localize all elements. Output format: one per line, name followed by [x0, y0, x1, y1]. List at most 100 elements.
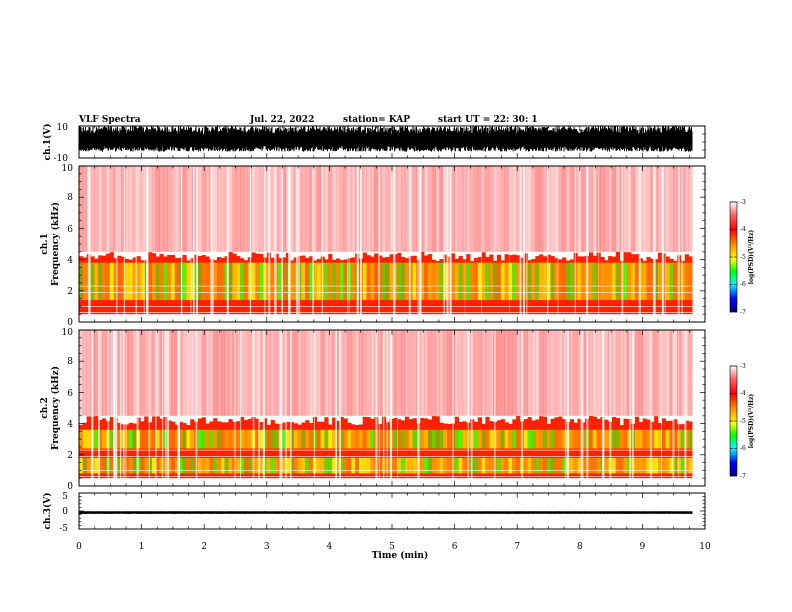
psd-column-high — [673, 330, 678, 416]
psd-column-high — [159, 330, 164, 416]
psd-column-high — [255, 166, 260, 252]
psd-column-band — [646, 419, 651, 479]
psd-column-peak — [450, 262, 456, 301]
psd-column-peak — [240, 457, 245, 474]
psd-column-high — [121, 166, 126, 252]
psd-column-band — [677, 424, 682, 479]
psd-column-high — [635, 166, 640, 252]
psd-column-high — [508, 330, 513, 416]
ch3-waveform-panel: 5 0 -5 ch.3(V) — [42, 492, 706, 534]
psd-column-peak — [481, 262, 486, 301]
psd-column-band — [619, 425, 624, 479]
psd-column-high — [473, 166, 479, 252]
psd-column-peak — [535, 262, 540, 301]
psd-column-high — [282, 166, 287, 252]
psd-column-high — [412, 166, 417, 252]
psd-column-peak — [462, 429, 467, 449]
psd-column-peak — [562, 457, 567, 474]
psd-column-high — [109, 330, 114, 416]
psd-column-peak — [447, 429, 452, 449]
psd-column-peak — [174, 457, 180, 474]
psd-column-peak — [224, 262, 229, 301]
psd-column-peak — [435, 457, 440, 474]
psd-column-peak — [642, 457, 647, 474]
psd-column-peak — [201, 262, 206, 301]
psd-column-peak — [370, 429, 375, 449]
psd-column-high — [278, 166, 283, 252]
psd-column-peak — [439, 262, 444, 301]
psd-column-peak — [516, 457, 521, 474]
psd-column-high — [82, 330, 87, 416]
psd-column-peak — [339, 457, 344, 474]
time-axis-label: Time (min) — [372, 550, 429, 561]
ch2-freq-ytick: 6 — [67, 389, 73, 399]
psd-column-high — [412, 330, 417, 416]
psd-column-peak — [684, 429, 689, 449]
ch1-spectrogram-ylabel: ch.1 — [40, 233, 50, 254]
psd-column-peak — [94, 429, 99, 449]
psd-column-high — [167, 330, 172, 416]
psd-column-high — [493, 166, 498, 252]
psd-column-peak — [523, 262, 528, 301]
psd-column-peak — [558, 429, 563, 449]
psd-column-band — [347, 422, 352, 479]
psd-column-peak — [658, 429, 663, 449]
psd-column-high — [569, 166, 574, 252]
psd-column-high — [427, 330, 433, 416]
psd-column-high — [473, 330, 479, 416]
no-data-region — [692, 166, 705, 322]
psd-column-peak — [355, 457, 360, 474]
psd-column-high — [562, 166, 567, 252]
psd-column-peak — [263, 457, 268, 474]
psd-column-peak — [431, 457, 436, 474]
psd-column-peak — [335, 262, 341, 301]
psd-column-peak — [623, 262, 628, 301]
psd-column-high — [623, 166, 628, 252]
psd-column-band — [427, 419, 433, 479]
psd-column-peak — [205, 262, 210, 301]
psd-column-peak — [531, 457, 536, 474]
psd-column-peak — [412, 262, 417, 301]
psd-column-peak — [286, 457, 291, 474]
psd-column-peak — [339, 262, 344, 301]
psd-column-peak — [542, 262, 548, 301]
psd-column-high — [477, 330, 482, 416]
psd-column-peak — [504, 457, 509, 474]
psd-column-peak — [542, 457, 548, 474]
psd-column-peak — [125, 429, 130, 449]
psd-column-peak — [677, 429, 682, 449]
psd-column-high — [232, 166, 237, 252]
ch2-colorbar-tick: -4 — [740, 390, 746, 397]
psd-column-band — [673, 419, 678, 479]
psd-column-high — [408, 166, 413, 252]
psd-column-high — [535, 330, 540, 416]
psd-column-peak — [646, 262, 651, 301]
psd-column-high — [542, 330, 548, 416]
psd-column-high — [259, 166, 264, 252]
psd-column-peak — [447, 457, 452, 474]
psd-column-peak — [397, 429, 402, 449]
psd-column-peak — [489, 262, 494, 301]
psd-column-peak — [435, 429, 440, 449]
psd-column-peak — [113, 262, 118, 301]
psd-column-peak — [167, 262, 172, 301]
psd-column-high — [197, 330, 203, 416]
psd-column-peak — [427, 457, 433, 474]
psd-column-peak — [684, 262, 689, 301]
psd-column-peak — [466, 262, 471, 301]
psd-column-high — [458, 166, 463, 252]
psd-column-high — [105, 166, 110, 252]
psd-column-high — [270, 330, 275, 416]
psd-column-high — [631, 166, 636, 252]
psd-column-high — [355, 330, 360, 416]
psd-column-band — [500, 419, 505, 479]
psd-column-peak — [286, 429, 291, 449]
psd-column-high — [385, 330, 390, 416]
psd-column-high — [496, 166, 502, 252]
psd-column-high — [485, 166, 490, 252]
psd-column-peak — [654, 457, 659, 474]
psd-column-high — [646, 330, 651, 416]
psd-column-high — [351, 166, 356, 252]
psd-column-peak — [577, 262, 582, 301]
psd-column-peak — [205, 457, 210, 474]
